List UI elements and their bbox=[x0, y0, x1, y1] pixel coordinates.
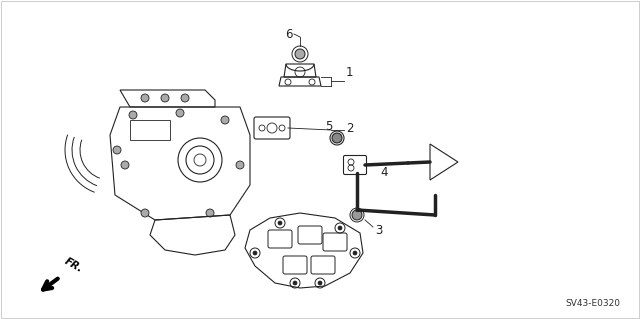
Circle shape bbox=[129, 111, 137, 119]
Circle shape bbox=[113, 146, 121, 154]
Circle shape bbox=[236, 161, 244, 169]
Circle shape bbox=[181, 94, 189, 102]
Text: 3: 3 bbox=[375, 224, 382, 236]
Circle shape bbox=[295, 49, 305, 59]
Circle shape bbox=[338, 226, 342, 230]
Circle shape bbox=[221, 116, 229, 124]
Circle shape bbox=[161, 94, 169, 102]
Circle shape bbox=[293, 281, 297, 285]
Circle shape bbox=[141, 94, 149, 102]
Circle shape bbox=[141, 209, 149, 217]
Circle shape bbox=[353, 251, 357, 255]
Text: SV43-E0320: SV43-E0320 bbox=[565, 299, 620, 308]
Text: 1: 1 bbox=[346, 66, 353, 79]
Text: 4: 4 bbox=[380, 167, 387, 180]
Circle shape bbox=[176, 109, 184, 117]
Circle shape bbox=[206, 209, 214, 217]
Text: FR.: FR. bbox=[63, 256, 84, 274]
Circle shape bbox=[332, 133, 342, 143]
Text: 5: 5 bbox=[325, 120, 333, 132]
Circle shape bbox=[253, 251, 257, 255]
Text: 6: 6 bbox=[285, 27, 293, 41]
Circle shape bbox=[278, 221, 282, 225]
Circle shape bbox=[352, 210, 362, 220]
Circle shape bbox=[121, 161, 129, 169]
Text: 2: 2 bbox=[346, 122, 353, 135]
Circle shape bbox=[318, 281, 322, 285]
